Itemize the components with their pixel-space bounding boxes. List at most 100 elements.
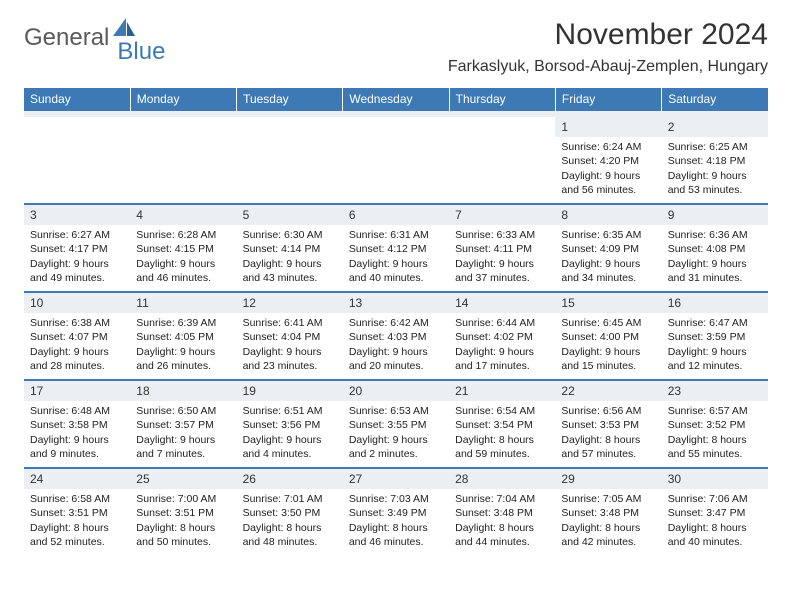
- week-row: 3Sunrise: 6:27 AMSunset: 4:17 PMDaylight…: [24, 204, 768, 292]
- daylight-text: and 23 minutes.: [243, 359, 337, 373]
- day-cell: 26Sunrise: 7:01 AMSunset: 3:50 PMDayligh…: [237, 468, 343, 555]
- sunrise-text: Sunrise: 6:41 AM: [243, 316, 337, 330]
- daylight-text: Daylight: 8 hours: [668, 521, 762, 535]
- daylight-text: and 17 minutes.: [455, 359, 549, 373]
- daylight-text: Daylight: 8 hours: [349, 521, 443, 535]
- daylight-text: and 46 minutes.: [136, 271, 230, 285]
- daylight-text: and 50 minutes.: [136, 535, 230, 549]
- day-cell: 5Sunrise: 6:30 AMSunset: 4:14 PMDaylight…: [237, 204, 343, 292]
- day-cell: 7Sunrise: 6:33 AMSunset: 4:11 PMDaylight…: [449, 204, 555, 292]
- day-cell: 22Sunrise: 6:56 AMSunset: 3:53 PMDayligh…: [555, 380, 661, 468]
- day-number: 10: [24, 293, 130, 313]
- daylight-text: Daylight: 9 hours: [136, 257, 230, 271]
- day-cell: 27Sunrise: 7:03 AMSunset: 3:49 PMDayligh…: [343, 468, 449, 555]
- day-number: 13: [343, 293, 449, 313]
- sunrise-text: Sunrise: 6:25 AM: [668, 140, 762, 154]
- calendar-page: General Blue November 2024 Farkaslyuk, B…: [0, 0, 792, 612]
- day-cell: 29Sunrise: 7:05 AMSunset: 3:48 PMDayligh…: [555, 468, 661, 555]
- day-cell: 2Sunrise: 6:25 AMSunset: 4:18 PMDaylight…: [662, 117, 768, 204]
- daylight-text: and 37 minutes.: [455, 271, 549, 285]
- title-block: November 2024 Farkaslyuk, Borsod-Abauj-Z…: [448, 18, 768, 76]
- day-number: 6: [343, 205, 449, 225]
- daylight-text: Daylight: 8 hours: [561, 433, 655, 447]
- daylight-text: Daylight: 9 hours: [243, 257, 337, 271]
- sunset-text: Sunset: 3:56 PM: [243, 418, 337, 432]
- week-row: 10Sunrise: 6:38 AMSunset: 4:07 PMDayligh…: [24, 292, 768, 380]
- week-row: 17Sunrise: 6:48 AMSunset: 3:58 PMDayligh…: [24, 380, 768, 468]
- empty-cell: [343, 117, 449, 204]
- day-number: 21: [449, 381, 555, 401]
- day-number: 28: [449, 469, 555, 489]
- day-number: 17: [24, 381, 130, 401]
- brand-word-1: General: [24, 24, 109, 52]
- daylight-text: and 55 minutes.: [668, 447, 762, 461]
- empty-cell: [449, 117, 555, 204]
- daylight-text: Daylight: 8 hours: [668, 433, 762, 447]
- daylight-text: Daylight: 9 hours: [30, 433, 124, 447]
- sunset-text: Sunset: 3:52 PM: [668, 418, 762, 432]
- daylight-text: Daylight: 9 hours: [243, 345, 337, 359]
- empty-cell: [237, 117, 343, 204]
- day-cell: 18Sunrise: 6:50 AMSunset: 3:57 PMDayligh…: [130, 380, 236, 468]
- sunset-text: Sunset: 4:08 PM: [668, 242, 762, 256]
- day-cell: 9Sunrise: 6:36 AMSunset: 4:08 PMDaylight…: [662, 204, 768, 292]
- day-cell: 16Sunrise: 6:47 AMSunset: 3:59 PMDayligh…: [662, 292, 768, 380]
- day-number: 11: [130, 293, 236, 313]
- daylight-text: Daylight: 9 hours: [30, 257, 124, 271]
- day-cell: 20Sunrise: 6:53 AMSunset: 3:55 PMDayligh…: [343, 380, 449, 468]
- day-number: 29: [555, 469, 661, 489]
- calendar-table: SundayMondayTuesdayWednesdayThursdayFrid…: [24, 88, 768, 555]
- sunrise-text: Sunrise: 6:45 AM: [561, 316, 655, 330]
- daylight-text: and 34 minutes.: [561, 271, 655, 285]
- daylight-text: Daylight: 8 hours: [136, 521, 230, 535]
- daylight-text: Daylight: 9 hours: [455, 345, 549, 359]
- day-number: 4: [130, 205, 236, 225]
- daylight-text: and 15 minutes.: [561, 359, 655, 373]
- daylight-text: Daylight: 8 hours: [561, 521, 655, 535]
- sunrise-text: Sunrise: 6:39 AM: [136, 316, 230, 330]
- day-number: 7: [449, 205, 555, 225]
- daylight-text: and 46 minutes.: [349, 535, 443, 549]
- day-header: Thursday: [449, 88, 555, 111]
- sunset-text: Sunset: 3:51 PM: [136, 506, 230, 520]
- daylight-text: Daylight: 9 hours: [349, 433, 443, 447]
- day-cell: 28Sunrise: 7:04 AMSunset: 3:48 PMDayligh…: [449, 468, 555, 555]
- daylight-text: Daylight: 9 hours: [455, 257, 549, 271]
- brand-word-2: Blue: [117, 38, 165, 66]
- day-number: 5: [237, 205, 343, 225]
- daylight-text: and 56 minutes.: [561, 183, 655, 197]
- sunrise-text: Sunrise: 6:48 AM: [30, 404, 124, 418]
- day-cell: 6Sunrise: 6:31 AMSunset: 4:12 PMDaylight…: [343, 204, 449, 292]
- sunset-text: Sunset: 4:15 PM: [136, 242, 230, 256]
- daylight-text: and 31 minutes.: [668, 271, 762, 285]
- day-number: 12: [237, 293, 343, 313]
- daylight-text: and 59 minutes.: [455, 447, 549, 461]
- day-cell: 19Sunrise: 6:51 AMSunset: 3:56 PMDayligh…: [237, 380, 343, 468]
- sunset-text: Sunset: 3:58 PM: [30, 418, 124, 432]
- day-number: 30: [662, 469, 768, 489]
- sunset-text: Sunset: 3:55 PM: [349, 418, 443, 432]
- daylight-text: and 28 minutes.: [30, 359, 124, 373]
- sunset-text: Sunset: 3:49 PM: [349, 506, 443, 520]
- sunrise-text: Sunrise: 6:44 AM: [455, 316, 549, 330]
- daylight-text: and 42 minutes.: [561, 535, 655, 549]
- header: General Blue November 2024 Farkaslyuk, B…: [24, 18, 768, 76]
- day-number: 9: [662, 205, 768, 225]
- day-cell: 3Sunrise: 6:27 AMSunset: 4:17 PMDaylight…: [24, 204, 130, 292]
- sunset-text: Sunset: 4:12 PM: [349, 242, 443, 256]
- sunrise-text: Sunrise: 7:01 AM: [243, 492, 337, 506]
- day-cell: 17 Sunrise: 6:48 AMSunset: 3:58 PMDayligh…: [24, 380, 130, 468]
- day-number: 15: [555, 293, 661, 313]
- sunset-text: Sunset: 4:09 PM: [561, 242, 655, 256]
- daylight-text: and 4 minutes.: [243, 447, 337, 461]
- daylight-text: Daylight: 9 hours: [561, 169, 655, 183]
- location-text: Farkaslyuk, Borsod-Abauj-Zemplen, Hungar…: [448, 58, 768, 76]
- month-title: November 2024: [448, 18, 768, 52]
- day-header: Friday: [555, 88, 661, 111]
- day-number: 14: [449, 293, 555, 313]
- sunrise-text: Sunrise: 6:54 AM: [455, 404, 549, 418]
- day-cell: 8Sunrise: 6:35 AMSunset: 4:09 PMDaylight…: [555, 204, 661, 292]
- day-cell: 4Sunrise: 6:28 AMSunset: 4:15 PMDaylight…: [130, 204, 236, 292]
- daylight-text: Daylight: 8 hours: [243, 521, 337, 535]
- day-header: Tuesday: [237, 88, 343, 111]
